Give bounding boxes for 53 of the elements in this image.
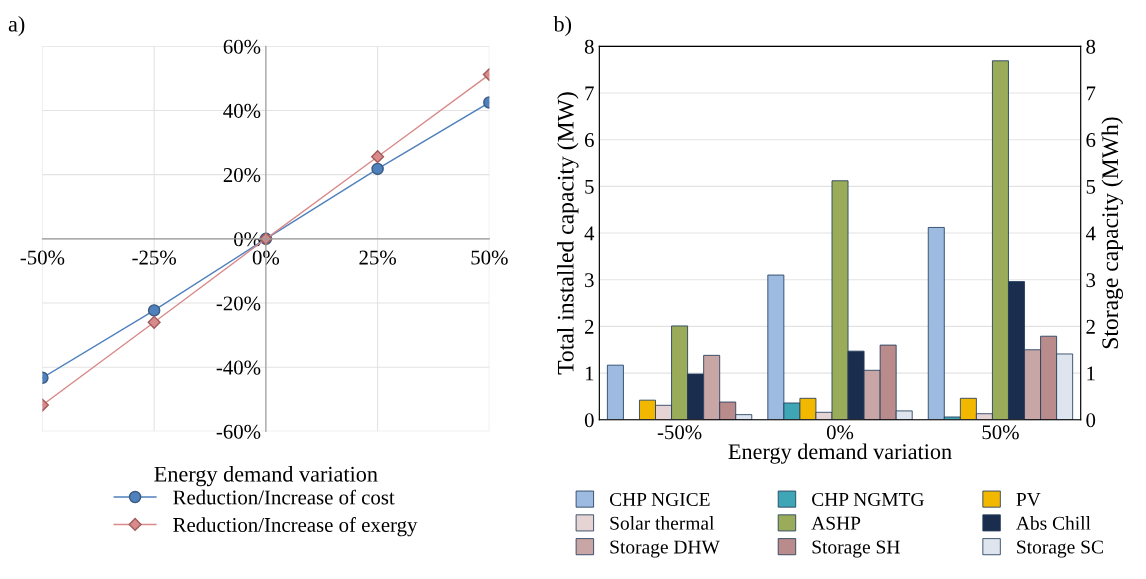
y2-tick-label: 5: [1086, 179, 1096, 194]
y-tick-label: 4: [584, 226, 595, 241]
x-tick-label: 0%: [826, 425, 854, 440]
y2-tick-label: 0: [1086, 413, 1096, 428]
y2-axis-title: Storage capacity (MWh): [1101, 117, 1123, 349]
x-tick-label: 50%: [982, 425, 1019, 440]
y-tick-label: 7: [585, 86, 594, 101]
x-tick-label: -50%: [20, 250, 65, 265]
y-axis-title: Total installed capacity (MW): [557, 92, 579, 375]
y2-tick-label: 4: [1085, 226, 1096, 241]
y-tick-label: 2: [584, 319, 594, 334]
y-tick-label: 8: [584, 39, 594, 54]
chart-title: a): [8, 15, 25, 37]
legend-label: Storage SC: [1017, 540, 1103, 558]
legend-label: CHP NGMTG: [812, 492, 924, 507]
chart-title: b): [553, 15, 572, 37]
legend-label: Reduction/Increase of exergy: [173, 517, 418, 537]
bar: [606, 364, 624, 420]
y2-tick-label: 3: [1086, 273, 1096, 288]
y-tick-label: 40%: [223, 103, 261, 118]
x-tick-label: 0%: [252, 250, 280, 265]
y2-tick-label: 2: [1086, 319, 1095, 334]
x-tick-label: 25%: [359, 250, 396, 265]
y-tick-label: -20%: [216, 296, 261, 311]
y-tick-label: 0: [584, 413, 594, 428]
x-tick-label: 50%: [471, 250, 508, 265]
y-tick-label: 60%: [223, 39, 261, 54]
y-tick-label: -40%: [216, 360, 261, 375]
x-axis-title: Energy demand variation: [154, 466, 378, 487]
y2-tick-label: 1: [1087, 366, 1095, 381]
y-tick-label: 5: [585, 179, 594, 194]
legend-label: ASHP: [811, 516, 861, 530]
legend-label: Abs Chill: [1016, 516, 1091, 530]
y2-tick-label: 8: [1086, 39, 1096, 54]
legend-label: PV: [1016, 493, 1041, 507]
y-tick-label: 0%: [234, 232, 261, 247]
legend-label: CHP NGICE: [609, 492, 710, 507]
y2-tick-label: 6: [1086, 133, 1096, 148]
legend-label: Solar thermal: [610, 516, 715, 530]
y2-tick-label: 7: [1086, 86, 1096, 101]
point: [147, 304, 161, 317]
y-tick-label: 6: [584, 133, 594, 148]
y-tick-label: 3: [585, 273, 594, 288]
point: [371, 162, 384, 176]
legend-label: Storage SH: [812, 540, 900, 558]
y-tick-label: 1: [585, 366, 594, 381]
y-tick-label: -60%: [216, 424, 261, 439]
x-tick-label: -25%: [132, 250, 176, 265]
x-tick-label: -50%: [657, 425, 702, 440]
y-tick-label: 20%: [223, 168, 261, 183]
legend-label: Reduction/Increase of cost: [173, 489, 395, 505]
x-axis-title: Energy demand variation: [728, 443, 952, 464]
legend-label: Storage DHW: [610, 540, 720, 558]
